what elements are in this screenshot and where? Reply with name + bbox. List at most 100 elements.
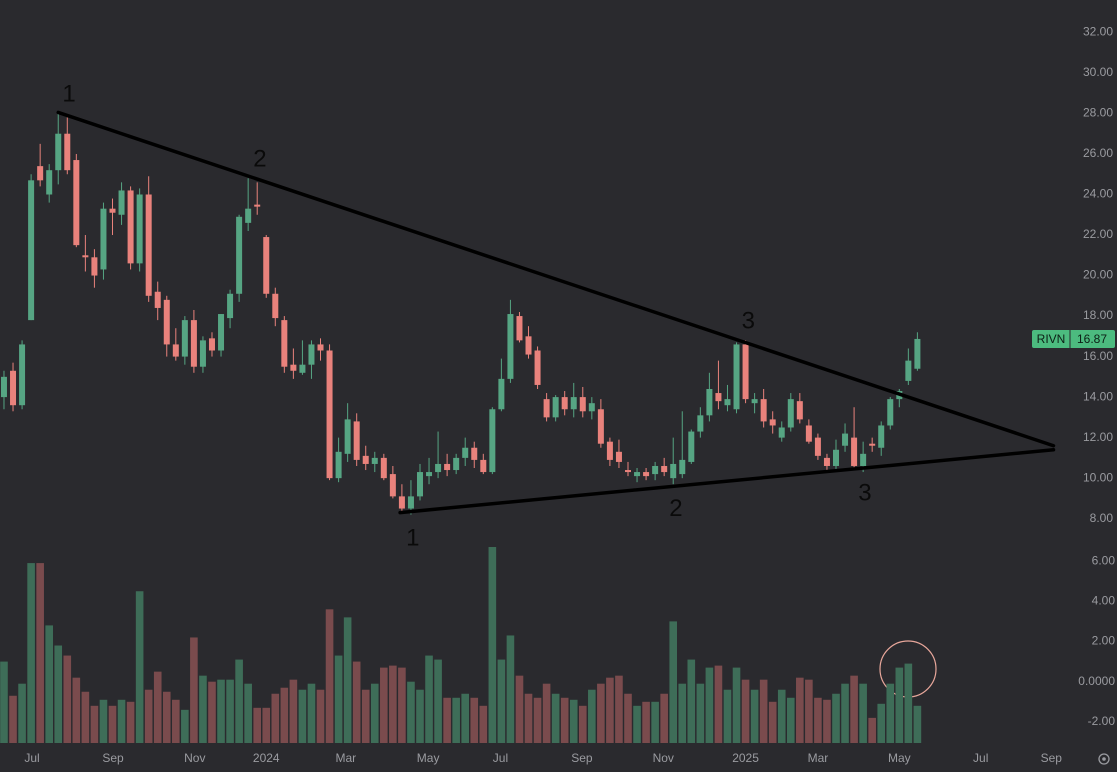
volume-bar [45, 625, 53, 743]
candle-body [787, 399, 794, 428]
candle-body [462, 447, 469, 458]
volume-bar [642, 701, 650, 743]
candle-body [914, 338, 921, 369]
candle-body [308, 344, 315, 365]
x-tick-label: Nov [653, 751, 674, 765]
candle-body [64, 133, 71, 171]
volume-bar [271, 693, 280, 743]
x-tick-label: Sep [571, 751, 593, 765]
candle-body [380, 457, 387, 479]
candle-body [480, 459, 487, 473]
candle-body [398, 496, 405, 509]
candle-body [19, 344, 26, 406]
annotation: 2 [669, 495, 682, 522]
volume-bar [805, 679, 813, 743]
annotation: 2 [253, 145, 266, 172]
volume-bar [117, 699, 126, 743]
volume-tick-label: 4.00 [1092, 593, 1116, 607]
volume-bar [624, 693, 632, 743]
volume-bar [651, 701, 659, 743]
volume-bar [253, 707, 262, 743]
candle-body [697, 415, 704, 432]
volume-bar [569, 699, 578, 743]
candle-body [516, 316, 523, 341]
volume-bar [343, 617, 352, 743]
candle-body [606, 441, 613, 460]
volume-bar [660, 693, 668, 743]
volume-bar [841, 683, 849, 743]
candle-body [534, 350, 541, 385]
candle-body [28, 180, 35, 321]
volume-bar [162, 691, 171, 743]
x-tick-label: May [417, 751, 440, 765]
volume-bar [352, 661, 361, 743]
volume-bar [181, 709, 189, 743]
candle-body [344, 419, 351, 454]
volume-bar [425, 655, 433, 743]
candle-body [353, 421, 360, 460]
y-tick-label: 12.00 [1083, 430, 1113, 444]
volume-bar [904, 663, 913, 743]
volume-bar [796, 677, 804, 743]
candle-body [426, 472, 433, 477]
y-tick-label: 20.00 [1083, 268, 1113, 282]
y-tick-label: 32.00 [1083, 25, 1113, 39]
candle-body [272, 293, 279, 319]
candle-body [281, 320, 288, 367]
volume-bar [615, 675, 623, 743]
volume-bar [832, 693, 840, 743]
candle-body [597, 409, 604, 444]
volume-bar [361, 689, 370, 743]
settings-icon[interactable] [1098, 753, 1110, 765]
y-tick-label: 16.00 [1083, 349, 1113, 363]
candle-body [471, 447, 478, 460]
volume-bar [479, 705, 488, 743]
volume-bar [886, 683, 895, 743]
volume-bar [334, 655, 343, 743]
candle-body [833, 449, 840, 466]
y-tick-label: 18.00 [1083, 308, 1113, 322]
candle-body [37, 166, 44, 181]
candle-body [100, 208, 107, 270]
volume-bar [443, 697, 451, 743]
volume-bar [289, 679, 298, 743]
volume-bar [877, 703, 886, 743]
volume-bar [452, 697, 460, 743]
volume-bar [506, 635, 515, 743]
volume-bar [777, 689, 786, 743]
candle-body [444, 463, 451, 471]
candle-body [842, 433, 849, 446]
candle-body [498, 378, 505, 410]
volume-bar [63, 655, 72, 743]
volume-bar [153, 671, 162, 743]
candle-body [823, 457, 830, 466]
volume-bar [217, 679, 225, 743]
x-tick-label: Sep [1041, 751, 1063, 765]
candle-body [814, 437, 821, 456]
volume-bar [298, 689, 307, 743]
candle-body [851, 437, 858, 466]
volume-bar [280, 687, 289, 743]
candle-body [435, 463, 442, 473]
volume-bar [208, 681, 216, 743]
x-tick-label: Nov [184, 751, 205, 765]
volume-bar [90, 705, 99, 743]
candle-body [634, 472, 641, 477]
candle-body [145, 194, 152, 296]
candle-body [109, 208, 116, 213]
candle-body [172, 344, 179, 357]
volume-bar [316, 689, 325, 743]
candle-body [254, 204, 261, 207]
candle-body [290, 364, 297, 371]
settings-icon-dot [1102, 757, 1106, 761]
volume-bar [859, 683, 867, 743]
candle-body [715, 393, 722, 402]
candle-body [670, 463, 677, 479]
volume-bar [307, 683, 316, 743]
volume-bar [380, 667, 388, 743]
volume-bar [524, 693, 533, 743]
candle-body [55, 133, 62, 171]
volume-bar [823, 699, 831, 743]
